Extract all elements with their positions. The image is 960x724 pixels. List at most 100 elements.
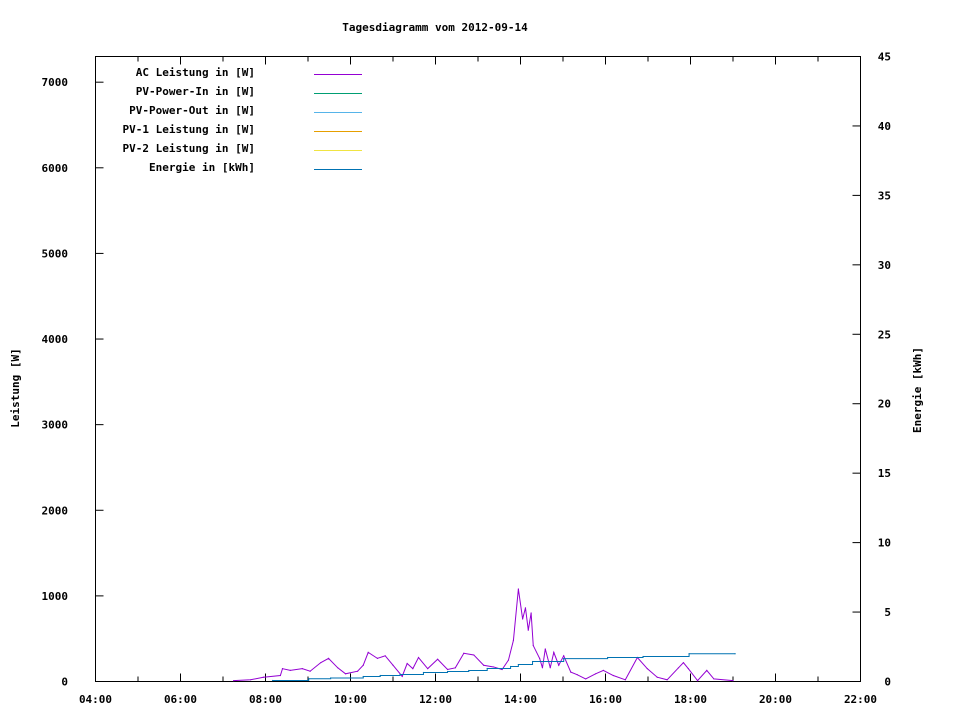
data-point (602, 669, 604, 671)
data-point (233, 680, 235, 682)
y-tick-label: 3000 (42, 419, 69, 432)
data-point (406, 662, 408, 665)
data-point (517, 663, 519, 666)
data-point (524, 607, 527, 609)
data-point (271, 679, 274, 682)
y2-tick-label: 15 (878, 467, 891, 480)
data-point (541, 667, 544, 669)
y-tick-label: 4000 (42, 333, 69, 346)
data-point (666, 679, 668, 681)
data-point (473, 654, 475, 656)
data-point (422, 671, 425, 674)
data-point (379, 674, 381, 677)
data-point (687, 668, 689, 670)
data-point (262, 676, 264, 678)
data-point (492, 666, 495, 668)
data-point (734, 653, 736, 655)
data-point (446, 668, 449, 671)
y2-tick-label: 10 (878, 537, 891, 550)
y-tick-label: 1000 (42, 590, 69, 603)
data-point (563, 655, 565, 657)
data-point (362, 664, 364, 666)
legend-label: Energie in [kWh] (149, 161, 255, 174)
data-point (677, 667, 680, 669)
data-point (527, 629, 529, 631)
legend-label: PV-Power-Out in [W] (129, 104, 255, 117)
data-point (384, 655, 386, 657)
data-point (356, 670, 359, 672)
x-tick-label: 12:00 (419, 693, 452, 706)
data-point (585, 678, 587, 680)
data-point (446, 670, 449, 673)
data-point (563, 657, 565, 660)
data-point (301, 668, 303, 670)
data-point (612, 674, 614, 677)
y2-tick-label: 45 (878, 51, 891, 64)
data-point (558, 664, 560, 666)
data-point (532, 644, 534, 647)
y-tick-label: 6000 (42, 162, 69, 175)
data-point (250, 679, 252, 681)
data-point (522, 618, 524, 620)
x-tick-label: 22:00 (844, 693, 877, 706)
data-point (594, 673, 597, 675)
legend-label: AC Leistung in [W] (136, 66, 255, 79)
y2-tick-label: 5 (884, 606, 891, 619)
data-point (688, 653, 690, 655)
data-point (417, 656, 420, 659)
data-point (289, 669, 291, 671)
data-point (468, 669, 470, 672)
data-point (642, 655, 644, 658)
legend-label: PV-1 Leistung in [W] (123, 123, 255, 136)
y2-tick-label: 40 (878, 120, 891, 133)
y2-tick-label: 0 (884, 676, 891, 689)
data-point (412, 668, 414, 670)
series-line-1 (233, 588, 734, 682)
data-point (279, 674, 281, 677)
data-point (376, 657, 379, 659)
y2-tick-label: 30 (878, 259, 891, 272)
data-point (713, 678, 715, 680)
data-point (463, 652, 465, 654)
chart-title: Tagesdiagramm vom 2012-09-14 (342, 21, 528, 34)
data-point (486, 667, 488, 670)
data-point (483, 664, 485, 666)
y-axis-label: Leistung [W] (9, 348, 22, 427)
y2-tick-label: 35 (878, 189, 891, 202)
x-tick-label: 08:00 (249, 693, 282, 706)
data-point (517, 588, 519, 590)
data-point (544, 648, 546, 650)
data-point (320, 662, 322, 664)
data-point (427, 668, 429, 670)
y2-axis-label: Energie [kWh] (911, 347, 924, 433)
x-tick-label: 20:00 (759, 693, 792, 706)
y-tick-label: 7000 (42, 76, 69, 89)
data-point (399, 673, 401, 676)
data-point (337, 667, 339, 669)
data-point (646, 668, 648, 670)
data-point (509, 665, 512, 668)
legend: AC Leistung in [W] PV-Power-In in [W] PV-P… (123, 66, 362, 174)
data-point (512, 639, 515, 642)
data-point (607, 656, 609, 659)
data-point (682, 662, 685, 664)
data-point (530, 612, 532, 614)
data-point (696, 680, 699, 682)
data-point (367, 651, 369, 653)
data-point (392, 664, 394, 666)
data-point (330, 677, 332, 679)
y2-tick-label: 20 (878, 398, 891, 411)
legend-label: PV-Power-In in [W] (136, 85, 255, 98)
data-point (624, 679, 626, 681)
data-point (344, 673, 347, 675)
data-point (706, 669, 708, 671)
data-point (531, 660, 534, 663)
y-tick-label: 5000 (42, 247, 69, 260)
data-point (309, 670, 311, 672)
y-tick-label: 0 (61, 676, 68, 689)
legend-label: PV-2 Leistung in [W] (123, 142, 255, 155)
data-point (576, 674, 578, 676)
data-point (308, 678, 310, 680)
x-tick-label: 06:00 (164, 693, 197, 706)
